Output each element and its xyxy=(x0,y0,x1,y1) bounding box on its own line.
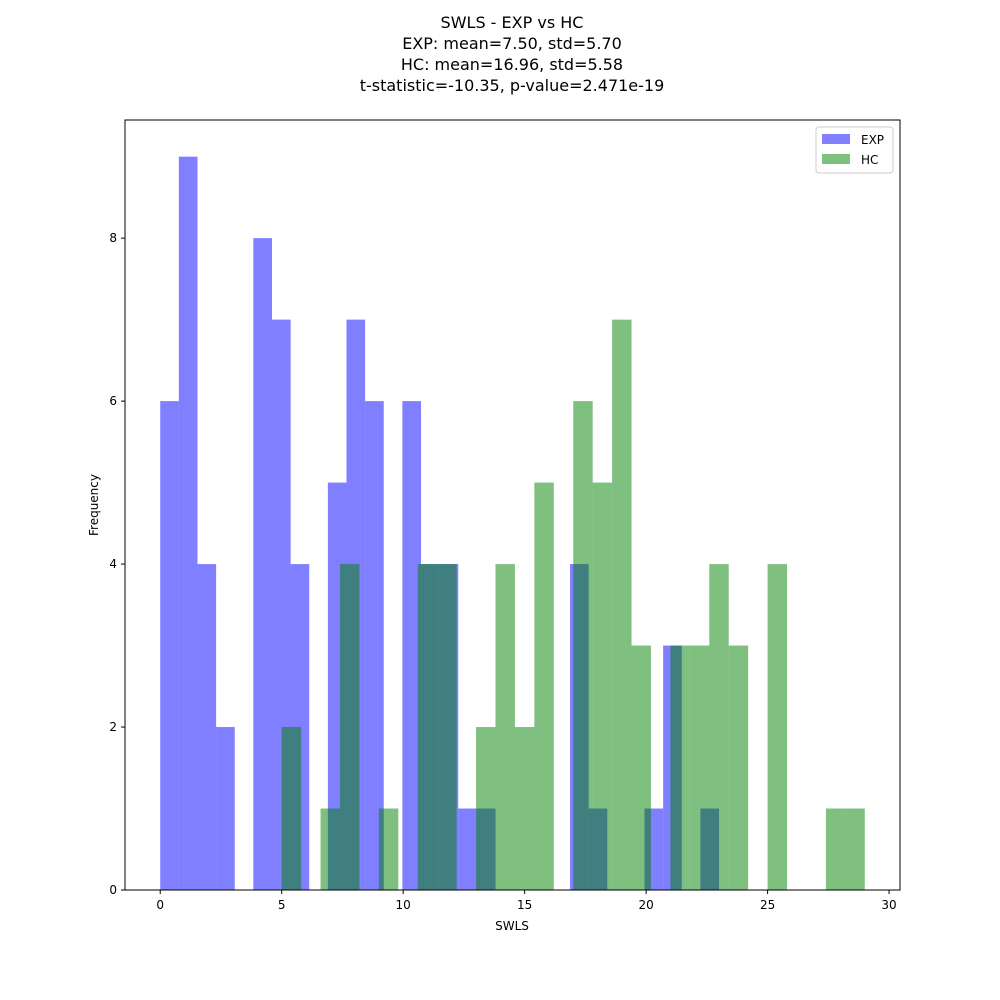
plot-area-frame xyxy=(124,119,901,891)
legend-swatch-exp xyxy=(822,134,850,144)
x-tick-label: 20 xyxy=(638,898,653,912)
bar-hc xyxy=(573,401,593,890)
ticks-layer: 0 5 10 15 20 25 30 0 2 4 6 8 xyxy=(109,231,896,912)
bar-hc xyxy=(612,319,632,890)
legend: EXP HC xyxy=(815,126,894,174)
bar-hc xyxy=(825,808,846,890)
title-line: t-statistic=-10.35, p-value=2.471e-19 xyxy=(360,76,665,95)
bar-hc xyxy=(514,727,535,890)
x-tick-label: 0 xyxy=(156,898,164,912)
bar-hc xyxy=(495,564,515,890)
bar-hc xyxy=(340,564,360,890)
bar-hc xyxy=(476,727,496,890)
bar-exp xyxy=(197,564,217,890)
title-line: EXP: mean=7.50, std=5.70 xyxy=(402,34,622,53)
x-tick-label: 30 xyxy=(881,898,896,912)
bar-hc xyxy=(534,482,554,890)
bar-hc xyxy=(670,645,690,890)
bar-hc xyxy=(728,645,749,890)
bar-exp xyxy=(178,156,198,890)
bar-exp xyxy=(458,808,477,890)
x-tick-label: 15 xyxy=(517,898,532,912)
x-tick-label: 25 xyxy=(760,898,775,912)
bar-hc xyxy=(767,564,788,890)
y-tick-label: 4 xyxy=(109,557,117,571)
bar-hc xyxy=(320,808,341,890)
legend-swatch-hc xyxy=(822,154,850,164)
bar-hc xyxy=(437,564,457,890)
bar-exp xyxy=(216,727,235,890)
x-tick-label: 5 xyxy=(278,898,286,912)
bar-hc xyxy=(417,564,438,890)
x-axis-label: SWLS xyxy=(495,919,529,933)
bar-hc xyxy=(709,564,729,890)
x-tick-label: 10 xyxy=(396,898,411,912)
y-tick-label: 0 xyxy=(109,883,117,897)
legend-label-hc: HC xyxy=(861,153,878,167)
bars-layer xyxy=(160,156,865,891)
bar-hc xyxy=(689,645,710,890)
y-tick-label: 8 xyxy=(109,231,117,245)
series-hc-bars xyxy=(281,319,865,890)
bar-hc xyxy=(845,808,865,890)
y-tick-label: 2 xyxy=(109,720,117,734)
legend-label-exp: EXP xyxy=(861,133,884,147)
bar-hc xyxy=(592,482,613,890)
bar-hc xyxy=(378,808,399,890)
y-tick-label: 6 xyxy=(109,394,117,408)
bar-exp xyxy=(160,401,179,890)
bar-hc xyxy=(631,645,651,890)
title-line: SWLS - EXP vs HC xyxy=(441,13,584,32)
title-line: HC: mean=16.96, std=5.58 xyxy=(401,55,623,74)
bar-hc xyxy=(281,727,302,890)
y-axis-label: Frequency xyxy=(87,474,101,536)
bar-exp xyxy=(402,401,422,890)
bar-exp xyxy=(365,401,384,890)
bar-exp xyxy=(253,238,272,891)
chart-title: SWLS - EXP vs HC EXP: mean=7.50, std=5.7… xyxy=(360,13,665,95)
